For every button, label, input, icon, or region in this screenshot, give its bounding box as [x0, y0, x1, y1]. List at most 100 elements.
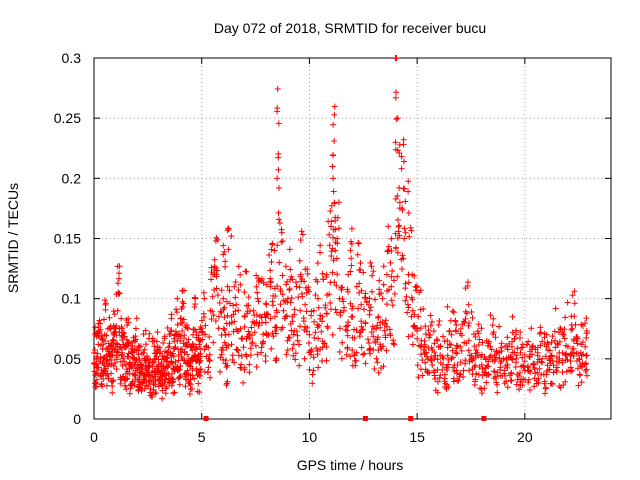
data-point	[311, 334, 318, 341]
data-point	[226, 287, 233, 294]
data-point	[329, 151, 336, 158]
data-point	[448, 331, 455, 338]
data-point	[334, 235, 341, 242]
data-point	[474, 349, 481, 356]
data-point	[330, 257, 337, 264]
data-point	[527, 368, 534, 375]
data-point	[252, 342, 259, 349]
data-point	[146, 330, 153, 337]
data-point	[120, 330, 127, 337]
data-point	[562, 314, 569, 321]
data-point	[116, 263, 123, 270]
data-point	[363, 299, 370, 306]
data-point	[290, 341, 297, 348]
data-point	[428, 353, 435, 360]
data-point	[453, 342, 460, 349]
data-point	[222, 258, 229, 265]
data-point	[153, 338, 160, 345]
data-point	[275, 166, 282, 173]
data-point	[277, 301, 284, 308]
data-point	[274, 309, 281, 316]
data-point	[465, 347, 472, 354]
data-point	[445, 361, 452, 368]
data-point	[125, 353, 132, 360]
y-tick-label: 0	[73, 411, 81, 427]
data-point	[258, 349, 265, 356]
data-point	[292, 350, 299, 357]
data-point	[241, 324, 248, 331]
data-point	[94, 350, 101, 357]
data-point	[135, 351, 142, 358]
data-point	[189, 385, 196, 392]
data-point	[250, 307, 257, 314]
data-point	[139, 379, 146, 386]
data-point	[140, 331, 147, 338]
data-point	[554, 364, 561, 371]
data-point	[380, 343, 387, 350]
data-point	[220, 306, 227, 313]
data-point	[280, 297, 287, 304]
data-point	[288, 273, 295, 280]
y-tick-label: 0.1	[62, 291, 82, 307]
data-point	[159, 395, 166, 402]
data-point	[283, 312, 290, 319]
y-tick-label: 0.2	[62, 170, 82, 186]
data-point	[432, 375, 439, 382]
data-point	[186, 391, 193, 398]
data-point	[465, 301, 472, 308]
data-point	[273, 324, 280, 331]
data-point	[279, 324, 286, 331]
data-point	[330, 175, 337, 182]
data-point	[576, 355, 583, 362]
data-point	[326, 231, 333, 238]
data-point	[435, 343, 442, 350]
data-point	[109, 378, 116, 385]
data-point	[398, 266, 405, 273]
data-point	[484, 362, 491, 369]
data-point	[181, 332, 188, 339]
data-point	[142, 327, 149, 334]
data-point	[184, 325, 191, 332]
data-point	[582, 367, 589, 374]
data-point	[478, 325, 485, 332]
data-point	[488, 346, 495, 353]
data-point	[393, 55, 400, 61]
data-point	[187, 362, 194, 369]
data-point	[286, 285, 293, 292]
data-point	[380, 281, 387, 288]
data-point	[530, 361, 537, 368]
data-point	[503, 378, 510, 385]
data-point	[516, 373, 523, 380]
data-point	[432, 387, 439, 394]
data-point	[216, 299, 223, 306]
data-point	[546, 347, 553, 354]
data-point	[572, 321, 579, 328]
data-point	[391, 290, 398, 297]
data-point	[583, 352, 590, 359]
data-point	[197, 366, 204, 373]
data-point	[241, 366, 248, 373]
data-point	[327, 208, 334, 215]
data-point	[366, 307, 373, 314]
data-point	[388, 247, 395, 254]
data-point	[251, 312, 258, 319]
data-point	[361, 350, 368, 357]
data-point	[323, 357, 330, 364]
data-point	[215, 325, 222, 332]
data-point	[348, 262, 355, 269]
data-point	[473, 347, 480, 354]
data-point	[342, 326, 349, 333]
data-point	[223, 380, 230, 387]
data-point	[100, 341, 107, 348]
data-point	[324, 323, 331, 330]
data-point	[262, 352, 269, 359]
data-point	[314, 324, 321, 331]
data-point	[422, 323, 429, 330]
x-tick-label: 10	[302, 429, 318, 445]
data-point	[191, 375, 198, 382]
data-point	[211, 271, 218, 278]
data-point	[548, 352, 555, 359]
data-point	[189, 347, 196, 354]
data-point	[549, 333, 556, 340]
data-point	[394, 192, 401, 199]
